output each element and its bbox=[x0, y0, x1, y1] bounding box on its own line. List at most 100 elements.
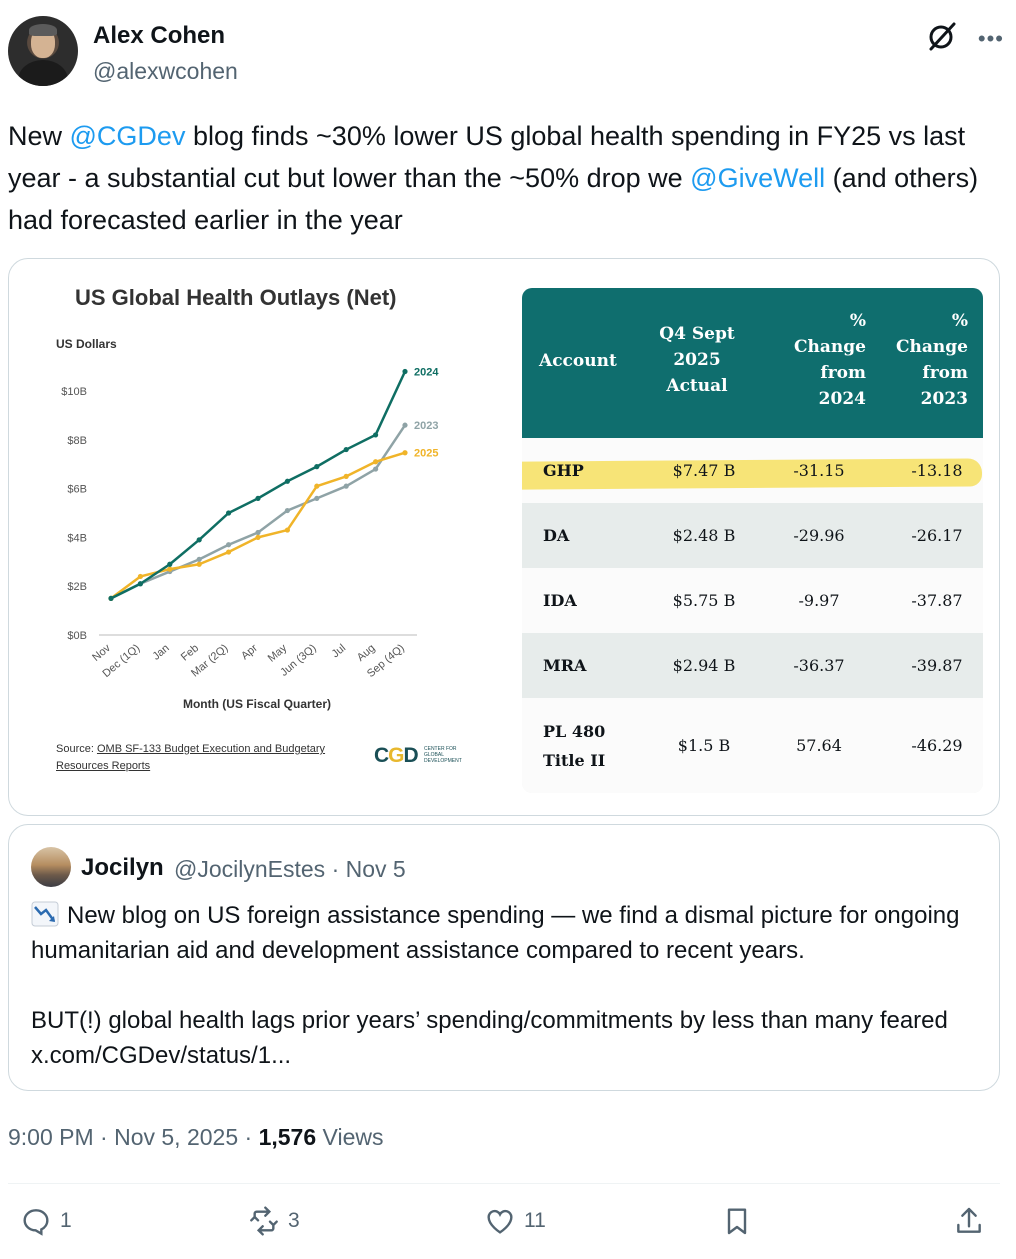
header-actual-line: 2025 bbox=[673, 350, 721, 370]
avatar-shirt bbox=[18, 60, 68, 86]
data-point-2025 bbox=[373, 459, 379, 465]
data-point-2025 bbox=[226, 549, 232, 555]
cell-actual: $2.48 B bbox=[672, 526, 736, 545]
reply-button[interactable]: 1 bbox=[20, 1205, 72, 1237]
author-name[interactable]: Alex Cohen bbox=[93, 22, 226, 49]
tweet-text-part: (and others) had forecasted earlier in t… bbox=[8, 163, 979, 235]
header-account: Account bbox=[539, 351, 617, 371]
quoted-author-name[interactable]: Jocilyn bbox=[81, 854, 164, 881]
cell-account: GHP bbox=[543, 461, 584, 480]
spending-table: Account Q4 Sept 2025 Actual % Change fro… bbox=[522, 288, 983, 793]
more-options-icon[interactable]: ••• bbox=[977, 26, 1004, 51]
data-point-2025 bbox=[402, 450, 408, 456]
repost-count: 3 bbox=[288, 1209, 300, 1232]
header-2024-line: 2024 bbox=[818, 389, 866, 409]
mention-cgdev[interactable]: @CGDev bbox=[69, 121, 186, 151]
tweet-text-part: blog finds ~30% lower US global health s… bbox=[8, 121, 966, 193]
quoted-tweet-text: New blog on US foreign assistance spendi… bbox=[31, 898, 991, 1108]
header-actual: Q4 Sept 2025 Actual bbox=[652, 321, 742, 399]
repost-button[interactable]: 3 bbox=[248, 1205, 300, 1237]
header-change-2024: % Change from 2024 bbox=[766, 308, 866, 412]
cell-actual: $5.75 B bbox=[672, 591, 736, 610]
quoted-line-1: New blog on US foreign assistance spendi… bbox=[31, 902, 960, 964]
x-axis-label: Month (US Fiscal Quarter) bbox=[183, 697, 331, 711]
grok-icon[interactable] bbox=[926, 20, 958, 52]
views-label: Views bbox=[316, 1124, 384, 1150]
x-tick-label: Apr bbox=[239, 642, 260, 662]
data-point-2024 bbox=[255, 495, 261, 501]
data-point-2023 bbox=[402, 422, 408, 428]
x-tick-label: May bbox=[266, 642, 290, 665]
series-label-2025: 2025 bbox=[414, 448, 438, 460]
like-button[interactable]: 11 bbox=[484, 1205, 546, 1237]
series-label-2024: 2024 bbox=[414, 366, 439, 378]
chart-decreasing-icon bbox=[31, 901, 59, 927]
header-2023-line: % bbox=[951, 311, 968, 331]
data-point-2023 bbox=[284, 507, 290, 514]
repost-icon bbox=[250, 1206, 278, 1236]
chart-source: Source: OMB SF-133 Budget Execution and … bbox=[56, 741, 376, 775]
table-header: Account Q4 Sept 2025 Actual % Change fro… bbox=[522, 288, 983, 438]
mention-givewell[interactable]: @GiveWell bbox=[690, 163, 826, 193]
data-point-2024 bbox=[196, 537, 202, 543]
quoted-author-handle[interactable]: @JocilynEstes · Nov 5 bbox=[174, 856, 406, 882]
header-actual-line: Q4 Sept bbox=[659, 324, 735, 344]
bookmark-button[interactable] bbox=[721, 1205, 761, 1237]
x-tick-label: Feb bbox=[179, 642, 201, 663]
data-point-2024 bbox=[167, 561, 173, 567]
cell-change-2024: -36.37 bbox=[793, 656, 845, 675]
data-point-2024 bbox=[284, 478, 290, 484]
cell-account: IDA bbox=[543, 591, 577, 610]
y-tick-label: $0B bbox=[67, 630, 87, 642]
data-point-2024 bbox=[137, 581, 143, 587]
author-handle[interactable]: @alexwcohen bbox=[93, 58, 238, 84]
header-change-2023: % Change from 2023 bbox=[870, 308, 968, 412]
tweet-text-part: New bbox=[8, 121, 70, 151]
table-row-mra: MRA $2.94 B -36.37 -39.87 bbox=[522, 633, 983, 698]
tweet-timestamp[interactable]: 9:00 PM · Nov 5, 2025 · bbox=[8, 1124, 259, 1150]
cell-actual: $1.5 B bbox=[677, 736, 731, 755]
header-actual-line: Actual bbox=[666, 376, 728, 396]
quoted-author-avatar[interactable] bbox=[31, 847, 71, 887]
quoted-paragraph: New blog on US foreign assistance spendi… bbox=[31, 898, 991, 968]
cell-change-2024: 57.64 bbox=[796, 736, 842, 755]
cell-account: MRA bbox=[543, 656, 587, 675]
tweet-text: New @CGDev blog finds ~30% lower US glob… bbox=[8, 115, 1008, 241]
data-point-2023 bbox=[314, 495, 320, 501]
cgd-logo-mark: CGD bbox=[374, 744, 419, 767]
data-point-2023 bbox=[226, 542, 232, 548]
x-tick-label: Jul bbox=[330, 642, 348, 660]
avatar-hair bbox=[29, 24, 57, 36]
quoted-line-2: BUT(!) global health lags prior years’ s… bbox=[31, 1007, 948, 1069]
data-point-2023 bbox=[343, 483, 349, 489]
table-row-da: DA $2.48 B -29.96 -26.17 bbox=[522, 503, 983, 568]
divider bbox=[8, 1183, 1000, 1184]
table-row-ghp: GHP $7.47 B -31.15 -13.18 bbox=[522, 438, 983, 503]
cell-account: PL 480 Title II bbox=[543, 698, 605, 793]
cell-actual: $7.47 B bbox=[672, 461, 736, 480]
data-point-2025 bbox=[343, 473, 349, 479]
bookmark-icon bbox=[727, 1208, 747, 1235]
header-2024-line: Change bbox=[794, 337, 866, 357]
header-2023-line: from bbox=[922, 363, 968, 383]
tweet-header: Alex Cohen @alexwcohen ••• bbox=[8, 16, 1008, 92]
y-tick-label: $2B bbox=[67, 581, 87, 593]
data-point-2025 bbox=[284, 527, 290, 533]
quoted-paragraph: BUT(!) global health lags prior years’ s… bbox=[31, 1003, 991, 1073]
series-line-2024 bbox=[110, 370, 407, 600]
table-row-pl480: PL 480 Title II $1.5 B 57.64 -46.29 bbox=[522, 698, 983, 793]
data-point-2023 bbox=[255, 529, 261, 536]
tweet-image[interactable]: US Global Health Outlays (Net) US Dollar… bbox=[8, 258, 1000, 816]
data-point-2024 bbox=[373, 432, 379, 438]
data-point-2023 bbox=[196, 556, 202, 562]
source-prefix: Source: bbox=[56, 743, 97, 755]
author-avatar[interactable] bbox=[8, 16, 78, 86]
chart-title: US Global Health Outlays (Net) bbox=[75, 285, 397, 310]
quoted-tweet[interactable]: Jocilyn @JocilynEstes · Nov 5 New blog o… bbox=[8, 824, 1000, 1091]
share-icon bbox=[957, 1207, 981, 1233]
data-point-2024 bbox=[343, 446, 349, 453]
share-button[interactable] bbox=[953, 1205, 993, 1237]
y-tick-label: $4B bbox=[67, 532, 87, 544]
header-2023-line: Change bbox=[896, 337, 968, 357]
cell-actual: $2.94 B bbox=[672, 656, 736, 675]
